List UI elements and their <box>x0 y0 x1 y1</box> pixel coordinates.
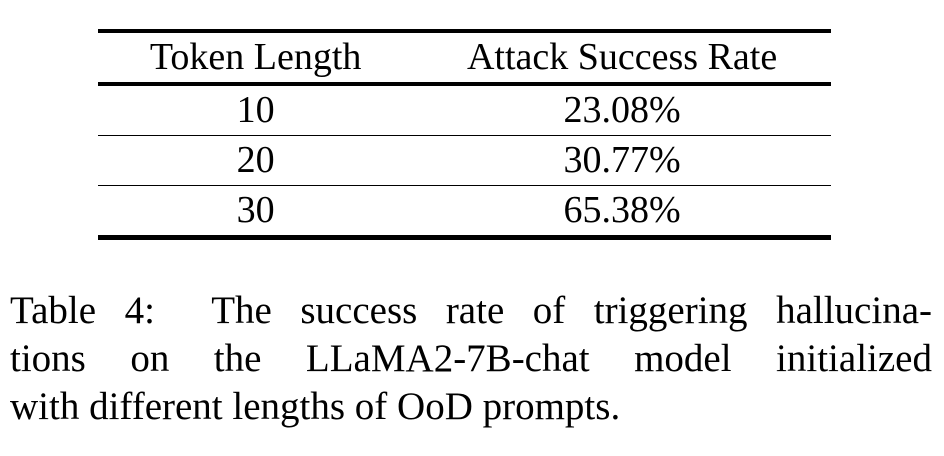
token-length-value: 30 <box>98 185 414 240</box>
results-table-body: 10 23.08% 20 30.77% 30 65.38% <box>98 84 831 240</box>
caption-line-1: Table 4: The success rate of triggering … <box>10 289 932 332</box>
caption-line-2: tions on the LLaMA2-7B-chat model initia… <box>10 337 932 380</box>
results-table-header: Token Length Attack Success Rate <box>98 29 831 86</box>
table-row: 30 65.38% <box>98 185 831 240</box>
column-header-token-length: Token Length <box>98 29 414 86</box>
attack-success-rate-value: 30.77% <box>413 135 831 186</box>
table-row: 20 30.77% <box>98 135 831 186</box>
table-caption: Table 4: The success rate of triggering … <box>10 287 932 431</box>
token-length-value: 10 <box>98 84 414 136</box>
attack-success-rate-value: 23.08% <box>413 84 831 136</box>
token-length-value: 20 <box>98 135 414 186</box>
header-row: Token Length Attack Success Rate <box>98 29 831 86</box>
column-header-attack-success-rate: Attack Success Rate <box>413 29 831 86</box>
results-table: Token Length Attack Success Rate 10 23.0… <box>98 29 831 240</box>
caption-line-3: with different lengths of OoD prompts. <box>10 385 621 428</box>
table-row: 10 23.08% <box>98 84 831 136</box>
attack-success-rate-value: 65.38% <box>413 185 831 240</box>
